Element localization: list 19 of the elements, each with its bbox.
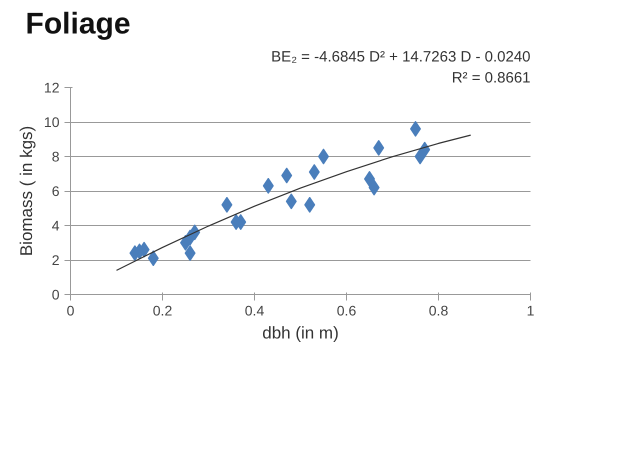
y-tick-label: 2 xyxy=(52,252,60,268)
x-tick-label: 1 xyxy=(526,302,535,318)
y-tick-label: 6 xyxy=(52,183,60,199)
x-axis-title: dbh (in m) xyxy=(262,324,339,342)
line-series xyxy=(116,134,472,271)
x-tick-label: 0.8 xyxy=(428,302,448,318)
x-tick-label: 0.6 xyxy=(336,302,356,318)
chart-title: Foliage xyxy=(26,8,131,40)
x-tick-label: 0.4 xyxy=(244,302,264,318)
y-axis-title: Biomass ( in kgs) xyxy=(16,126,36,256)
y-tick-label: 0 xyxy=(52,286,60,302)
text: R² = 0.8661 xyxy=(452,70,531,86)
y-tick-label: 8 xyxy=(52,148,60,164)
y-tick-label: 12 xyxy=(44,80,60,96)
y-tick-label: 10 xyxy=(44,114,60,130)
y-tick-label: 4 xyxy=(52,218,60,234)
x-tick-label: 0 xyxy=(66,302,75,318)
text: BE₂ = -4.6845 D² + 14.7263 D - 0.0240 xyxy=(271,48,531,66)
x-tick-label: 0.2 xyxy=(152,302,172,318)
